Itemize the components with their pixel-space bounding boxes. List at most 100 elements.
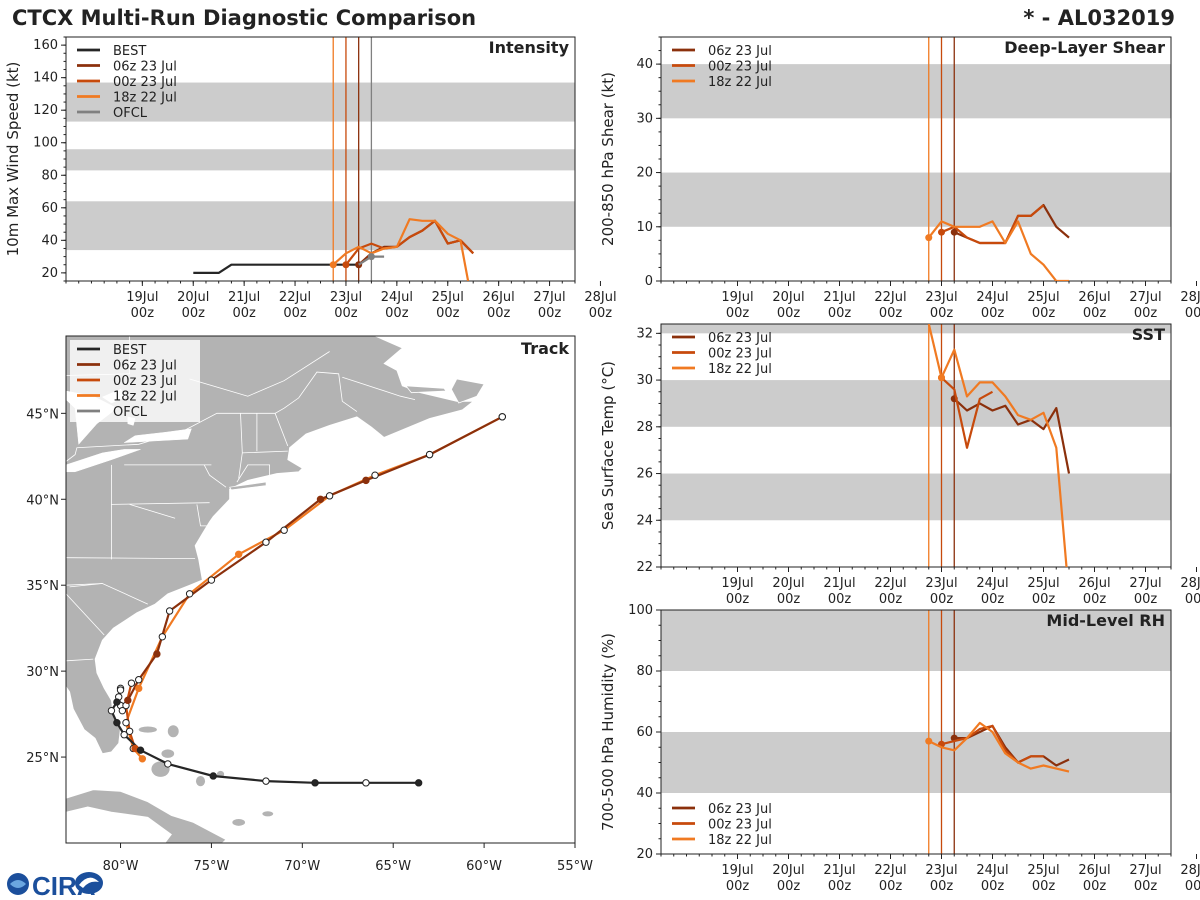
track-point xyxy=(311,779,319,787)
y-axis-label: 700-500 hPa Humidity (%) xyxy=(599,633,617,831)
x-tick-sublabel: 00z xyxy=(1134,879,1158,894)
x-tick-label: 22Jul xyxy=(874,576,906,591)
series-point xyxy=(950,228,958,236)
series-point xyxy=(938,374,945,382)
lon-tick-label: 75°W xyxy=(193,859,229,874)
track-point xyxy=(124,696,132,705)
track-point xyxy=(113,718,121,727)
y-tick-label: 80 xyxy=(636,664,653,679)
series-point xyxy=(342,261,350,269)
track-panel: 80°W 75°W 70°W 65°W 60°W 55°W 25°N 30°N 35°N 40°N… xyxy=(26,335,593,880)
legend-label: 06z 23 Jul xyxy=(113,60,177,75)
legend-label: 00z 23 Jul xyxy=(708,818,772,833)
x-tick-sublabel: 00z xyxy=(981,306,1005,321)
x-tick-sublabel: 00z xyxy=(777,592,801,607)
series-line xyxy=(941,724,1044,764)
shaded-band xyxy=(661,380,1171,427)
x-tick-sublabel: 00z xyxy=(538,306,562,321)
series-line xyxy=(940,376,994,449)
lon-tick-label: 80°W xyxy=(103,859,139,874)
x-tick-sublabel: 00z xyxy=(879,306,903,321)
x-tick-sublabel: 00z xyxy=(828,306,852,321)
x-tick-label: 22Jul xyxy=(279,290,311,305)
bahamas-island xyxy=(138,726,157,733)
x-tick-sublabel: 00z xyxy=(777,306,801,321)
x-tick-label: 22Jul xyxy=(874,290,906,305)
x-tick-sublabel: 00z xyxy=(828,592,852,607)
bahamas-island xyxy=(232,818,246,826)
track-point xyxy=(136,746,145,754)
track-point xyxy=(120,731,128,739)
lon-tick-label: 65°W xyxy=(375,859,411,874)
track-point xyxy=(325,492,334,500)
y-tick-label: 30 xyxy=(636,111,653,126)
track-line xyxy=(124,682,137,749)
x-tick-label: 28Jul xyxy=(1180,863,1200,878)
x-tick-label: 23Jul xyxy=(925,576,957,591)
series-line xyxy=(927,220,1069,281)
x-tick-label: 20Jul xyxy=(772,290,804,305)
shaded-band xyxy=(661,473,1171,521)
great-lake xyxy=(123,428,192,443)
x-tick-sublabel: 00z xyxy=(930,306,954,321)
x-tick-sublabel: 00z xyxy=(436,306,460,321)
series-line xyxy=(953,397,1071,474)
lon-tick-label: 55°W xyxy=(557,859,593,874)
y-tick-label: 100 xyxy=(33,136,58,151)
x-tick-sublabel: 00z xyxy=(726,592,750,607)
x-tick-label: 25Jul xyxy=(1027,576,1059,591)
series-point xyxy=(925,234,933,242)
political-boundary xyxy=(342,376,416,400)
track-point xyxy=(122,718,130,727)
political-boundary xyxy=(203,464,227,488)
x-tick-sublabel: 00z xyxy=(1134,306,1158,321)
x-tick-label: 24Jul xyxy=(381,290,413,305)
y-tick-label: 10 xyxy=(636,220,653,235)
track-point xyxy=(209,772,217,780)
x-tick-sublabel: 00z xyxy=(1083,306,1107,321)
track-point xyxy=(280,526,288,534)
series-point xyxy=(329,261,337,269)
panel-title: Intensity xyxy=(489,38,570,57)
panel-title: Mid-Level RH xyxy=(1046,611,1165,630)
track-point xyxy=(125,727,134,735)
x-tick-sublabel: 00z xyxy=(1185,879,1200,894)
lat-tick-label: 30°N xyxy=(26,665,59,680)
legend-label: OFCL xyxy=(113,405,148,420)
legend-label: 06z 23 Jul xyxy=(708,331,772,346)
y-tick-label: 40 xyxy=(636,57,653,72)
y-tick-label: 32 xyxy=(636,326,653,341)
x-tick-label: 26Jul xyxy=(1078,576,1110,591)
track-point xyxy=(185,590,194,598)
series-line xyxy=(927,324,1068,567)
figure-title: CTCX Multi-Run Diagnostic Comparison xyxy=(12,6,476,30)
lon-tick-label: 70°W xyxy=(284,859,320,874)
x-tick-sublabel: 00z xyxy=(726,879,750,894)
x-tick-label: 24Jul xyxy=(976,576,1008,591)
bahamas-island xyxy=(161,749,175,758)
series-group xyxy=(927,324,1071,567)
x-tick-label: 21Jul xyxy=(823,863,855,878)
y-axis-label: 200-850 hPa Shear (kt) xyxy=(599,72,617,246)
shaded-band xyxy=(66,149,575,171)
jamaica-land xyxy=(151,870,189,880)
x-tick-sublabel: 00z xyxy=(232,306,256,321)
x-tick-label: 26Jul xyxy=(483,290,515,305)
x-tick-label: 19Jul xyxy=(721,576,753,591)
x-tick-sublabel: 00z xyxy=(1083,879,1107,894)
y-tick-label: 22 xyxy=(636,560,653,575)
x-tick-label: 25Jul xyxy=(1027,863,1059,878)
rh-panel: 2040608010019Jul00z20Jul00z21Jul00z22Jul… xyxy=(599,603,1200,894)
x-tick-label: 19Jul xyxy=(721,863,753,878)
x-tick-sublabel: 00z xyxy=(1185,592,1200,607)
legend-label: OFCL xyxy=(113,106,148,121)
track-point xyxy=(165,607,174,615)
x-tick-sublabel: 00z xyxy=(930,592,954,607)
y-tick-label: 160 xyxy=(33,38,58,53)
x-tick-label: 20Jul xyxy=(772,576,804,591)
series-point xyxy=(938,228,945,236)
y-tick-label: 40 xyxy=(41,233,58,248)
x-tick-label: 26Jul xyxy=(1078,863,1110,878)
x-tick-label: 27Jul xyxy=(1129,290,1161,305)
